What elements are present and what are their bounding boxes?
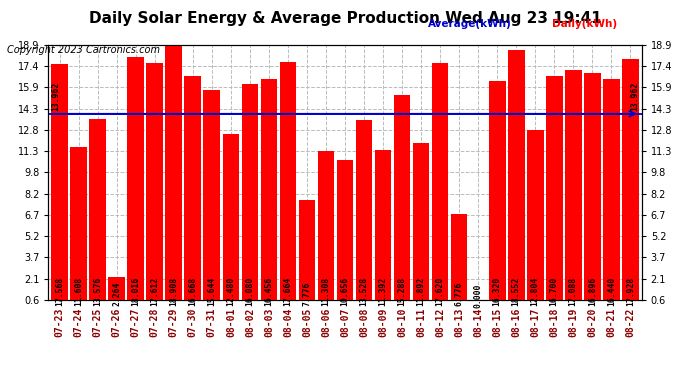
Bar	[70, 147, 87, 308]
Text: 16.320: 16.320	[493, 276, 502, 306]
Text: Daily Solar Energy & Average Production Wed Aug 23 19:41: Daily Solar Energy & Average Production …	[88, 11, 602, 26]
Text: 17.612: 17.612	[150, 276, 159, 306]
Text: 17.928: 17.928	[626, 276, 635, 306]
Text: 12.480: 12.480	[226, 276, 235, 306]
Bar	[508, 50, 524, 308]
Bar	[584, 73, 600, 308]
Text: Copyright 2023 Cartronics.com: Copyright 2023 Cartronics.com	[7, 45, 160, 55]
Text: 11.892: 11.892	[417, 276, 426, 306]
Bar	[146, 63, 163, 308]
Bar	[204, 90, 220, 308]
Bar	[317, 151, 335, 308]
Bar	[565, 70, 582, 308]
Bar	[603, 79, 620, 308]
Bar	[337, 160, 353, 308]
Text: 13.528: 13.528	[359, 276, 368, 306]
Text: 18.908: 18.908	[169, 276, 178, 306]
Bar	[222, 135, 239, 308]
Text: 11.608: 11.608	[75, 276, 83, 306]
Text: 7.776: 7.776	[302, 281, 311, 306]
Text: Daily(kWh): Daily(kWh)	[552, 19, 617, 29]
Text: 6.776: 6.776	[455, 281, 464, 306]
Bar	[413, 142, 429, 308]
Bar	[489, 81, 506, 308]
Text: 13.962: 13.962	[51, 82, 60, 111]
Text: 16.080: 16.080	[246, 276, 255, 306]
Bar	[51, 63, 68, 308]
Text: 13.962: 13.962	[630, 82, 639, 111]
Text: 16.440: 16.440	[607, 276, 615, 306]
Text: 16.668: 16.668	[188, 276, 197, 306]
Bar	[527, 130, 544, 308]
Bar	[299, 200, 315, 308]
Bar	[166, 45, 182, 308]
Bar	[432, 63, 448, 308]
Bar	[279, 62, 296, 308]
Bar	[128, 57, 144, 308]
Text: 11.308: 11.308	[322, 276, 331, 306]
Bar	[261, 79, 277, 308]
Text: 18.016: 18.016	[131, 276, 140, 306]
Bar	[90, 119, 106, 308]
Text: 17.664: 17.664	[284, 276, 293, 306]
Text: 16.700: 16.700	[550, 276, 559, 306]
Text: 0.000: 0.000	[473, 283, 482, 308]
Bar	[108, 277, 125, 308]
Text: 18.552: 18.552	[512, 276, 521, 306]
Bar	[622, 58, 639, 308]
Text: Average(kWh): Average(kWh)	[428, 19, 511, 29]
Bar	[451, 214, 468, 308]
Text: 2.264: 2.264	[112, 281, 121, 306]
Text: 17.620: 17.620	[435, 276, 444, 306]
Text: 17.088: 17.088	[569, 276, 578, 306]
Bar	[241, 84, 258, 308]
Bar	[375, 150, 391, 308]
Text: 16.896: 16.896	[588, 276, 597, 306]
Bar	[355, 120, 373, 308]
Bar	[546, 76, 562, 308]
Text: 16.456: 16.456	[264, 276, 273, 306]
Text: 12.804: 12.804	[531, 276, 540, 306]
Bar	[184, 76, 201, 308]
Text: 13.576: 13.576	[93, 276, 102, 306]
Bar	[394, 95, 411, 308]
Text: 10.656: 10.656	[340, 276, 350, 306]
Text: 15.288: 15.288	[397, 276, 406, 306]
Text: 17.568: 17.568	[55, 276, 64, 306]
Text: 11.392: 11.392	[379, 276, 388, 306]
Text: 15.644: 15.644	[208, 276, 217, 306]
